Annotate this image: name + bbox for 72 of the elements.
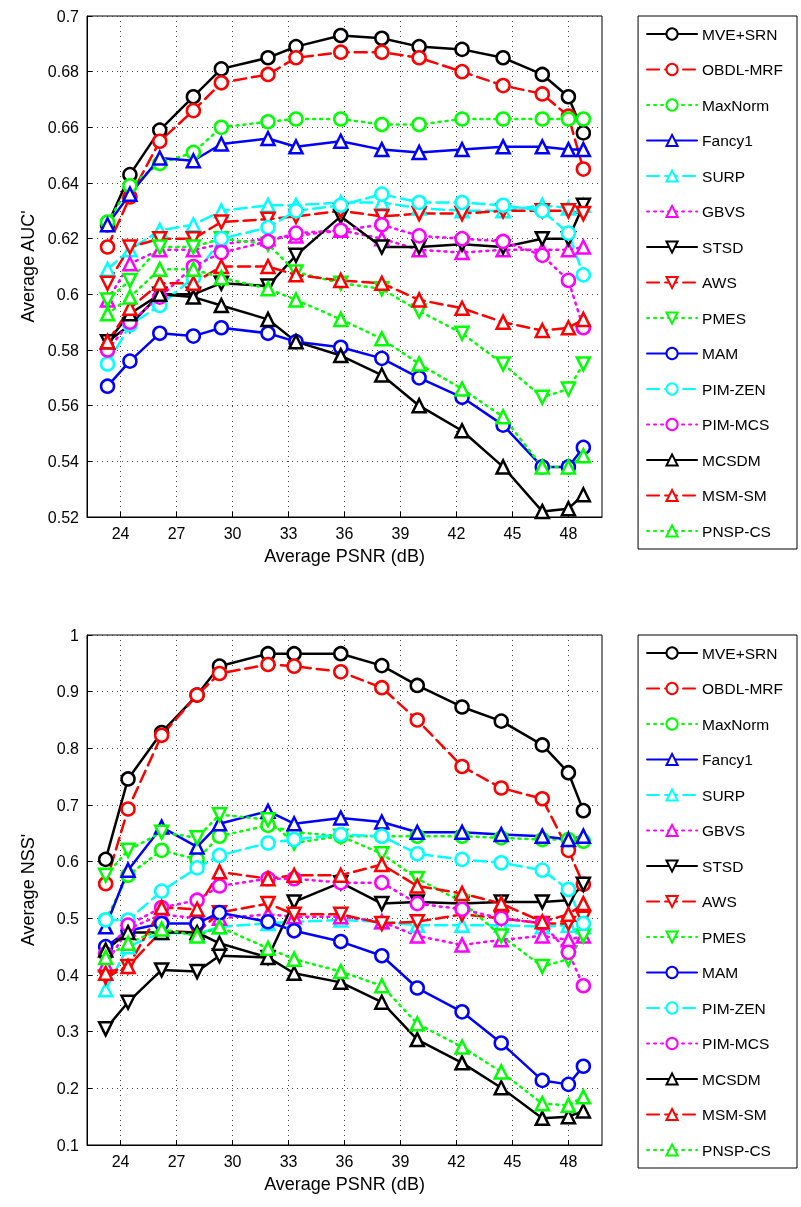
x-tick-label: 30	[223, 1152, 242, 1170]
y-tick-label: 0.56	[47, 397, 80, 415]
legend-label: PMES	[702, 928, 746, 946]
x-tick-label: 45	[503, 524, 522, 542]
legend-label: PNSP-CS	[702, 1141, 771, 1159]
y-tick-label: 0.6	[56, 853, 80, 871]
legend-label: MCSDM	[702, 1070, 761, 1088]
x-tick-label: 42	[447, 1152, 466, 1170]
x-tick-label: 45	[503, 1152, 522, 1170]
legend-label: OBDL-MRF	[702, 61, 784, 78]
legend-label: AWS	[702, 893, 737, 910]
legend-label: MAM	[702, 345, 739, 362]
legend-label: PMES	[702, 309, 746, 327]
y-tick-label: 0.68	[47, 63, 80, 81]
x-tick-label: 24	[111, 524, 130, 542]
x-tick-label: 48	[559, 524, 578, 542]
x-tick-label: 36	[335, 524, 354, 542]
x-tick-label: 39	[391, 1152, 410, 1170]
y-tick-label: 0.8	[56, 739, 80, 757]
legend-label: STSD	[702, 238, 744, 256]
y-tick-label: 0.5	[56, 909, 80, 927]
y-tick-label: 0.7	[56, 7, 80, 25]
legend-label: MVE+SRN	[702, 25, 778, 43]
legend-label: MaxNorm	[702, 96, 770, 114]
x-tick-label: 30	[223, 524, 242, 542]
y-tick-label: 0.3	[56, 1023, 80, 1041]
y-tick-label: 0.6	[56, 285, 80, 303]
legend-label: OBDL-MRF	[702, 680, 784, 697]
legend-label: MCSDM	[702, 451, 761, 469]
y-tick-label: 0.1	[56, 1136, 80, 1154]
x-tick-label: 42	[447, 524, 466, 542]
y-tick-label: 0.9	[56, 683, 80, 701]
legend-label: MSM-SM	[702, 1106, 767, 1123]
legend-label: PIM-ZEN	[702, 999, 766, 1017]
legend-label: PIM-MCS	[702, 1035, 770, 1052]
y-tick-label: 0.2	[56, 1079, 80, 1097]
x-tick-label: 33	[279, 1152, 298, 1170]
legend-label: PIM-ZEN	[702, 380, 766, 398]
legend-label: Fancy1	[702, 132, 753, 149]
legend-label: GBVS	[702, 822, 746, 839]
x-tick-label: 27	[167, 524, 186, 542]
legend-label: Fancy1	[702, 751, 753, 768]
y-tick-label: 0.58	[47, 341, 80, 359]
y-axis-title: Average AUC'	[17, 210, 38, 323]
legend-label: PIM-MCS	[702, 416, 770, 433]
legend-label: MVE+SRN	[702, 644, 778, 662]
x-tick-label: 36	[335, 1152, 354, 1170]
legend-label: PNSP-CS	[702, 522, 771, 540]
y-tick-label: 0.64	[47, 174, 80, 192]
y-tick-label: 1	[70, 626, 80, 644]
legend-label: MAM	[702, 964, 739, 981]
legend-label: MSM-SM	[702, 487, 767, 504]
legend-label: SURP	[702, 786, 746, 804]
y-tick-label: 0.62	[47, 230, 80, 248]
legend-label: SURP	[702, 167, 746, 185]
x-axis-title: Average PSNR (dB)	[264, 546, 425, 566]
x-tick-label: 39	[391, 524, 410, 542]
x-axis-title: Average PSNR (dB)	[264, 1174, 425, 1194]
y-axis-title: Average NSS'	[18, 833, 38, 947]
y-tick-label: 0.66	[47, 118, 80, 136]
legend-label: GBVS	[702, 203, 746, 220]
y-tick-label: 0.52	[47, 508, 80, 526]
x-tick-label: 24	[111, 1152, 130, 1170]
x-tick-label: 27	[167, 1152, 186, 1170]
x-tick-label: 48	[559, 1152, 578, 1170]
x-tick-label: 33	[279, 524, 298, 542]
y-tick-label: 0.7	[56, 796, 80, 814]
legend-label: MaxNorm	[702, 715, 770, 733]
legend-label: AWS	[702, 274, 737, 291]
y-tick-label: 0.4	[56, 966, 80, 984]
legend-label: STSD	[702, 857, 744, 875]
y-tick-label: 0.54	[47, 452, 80, 470]
